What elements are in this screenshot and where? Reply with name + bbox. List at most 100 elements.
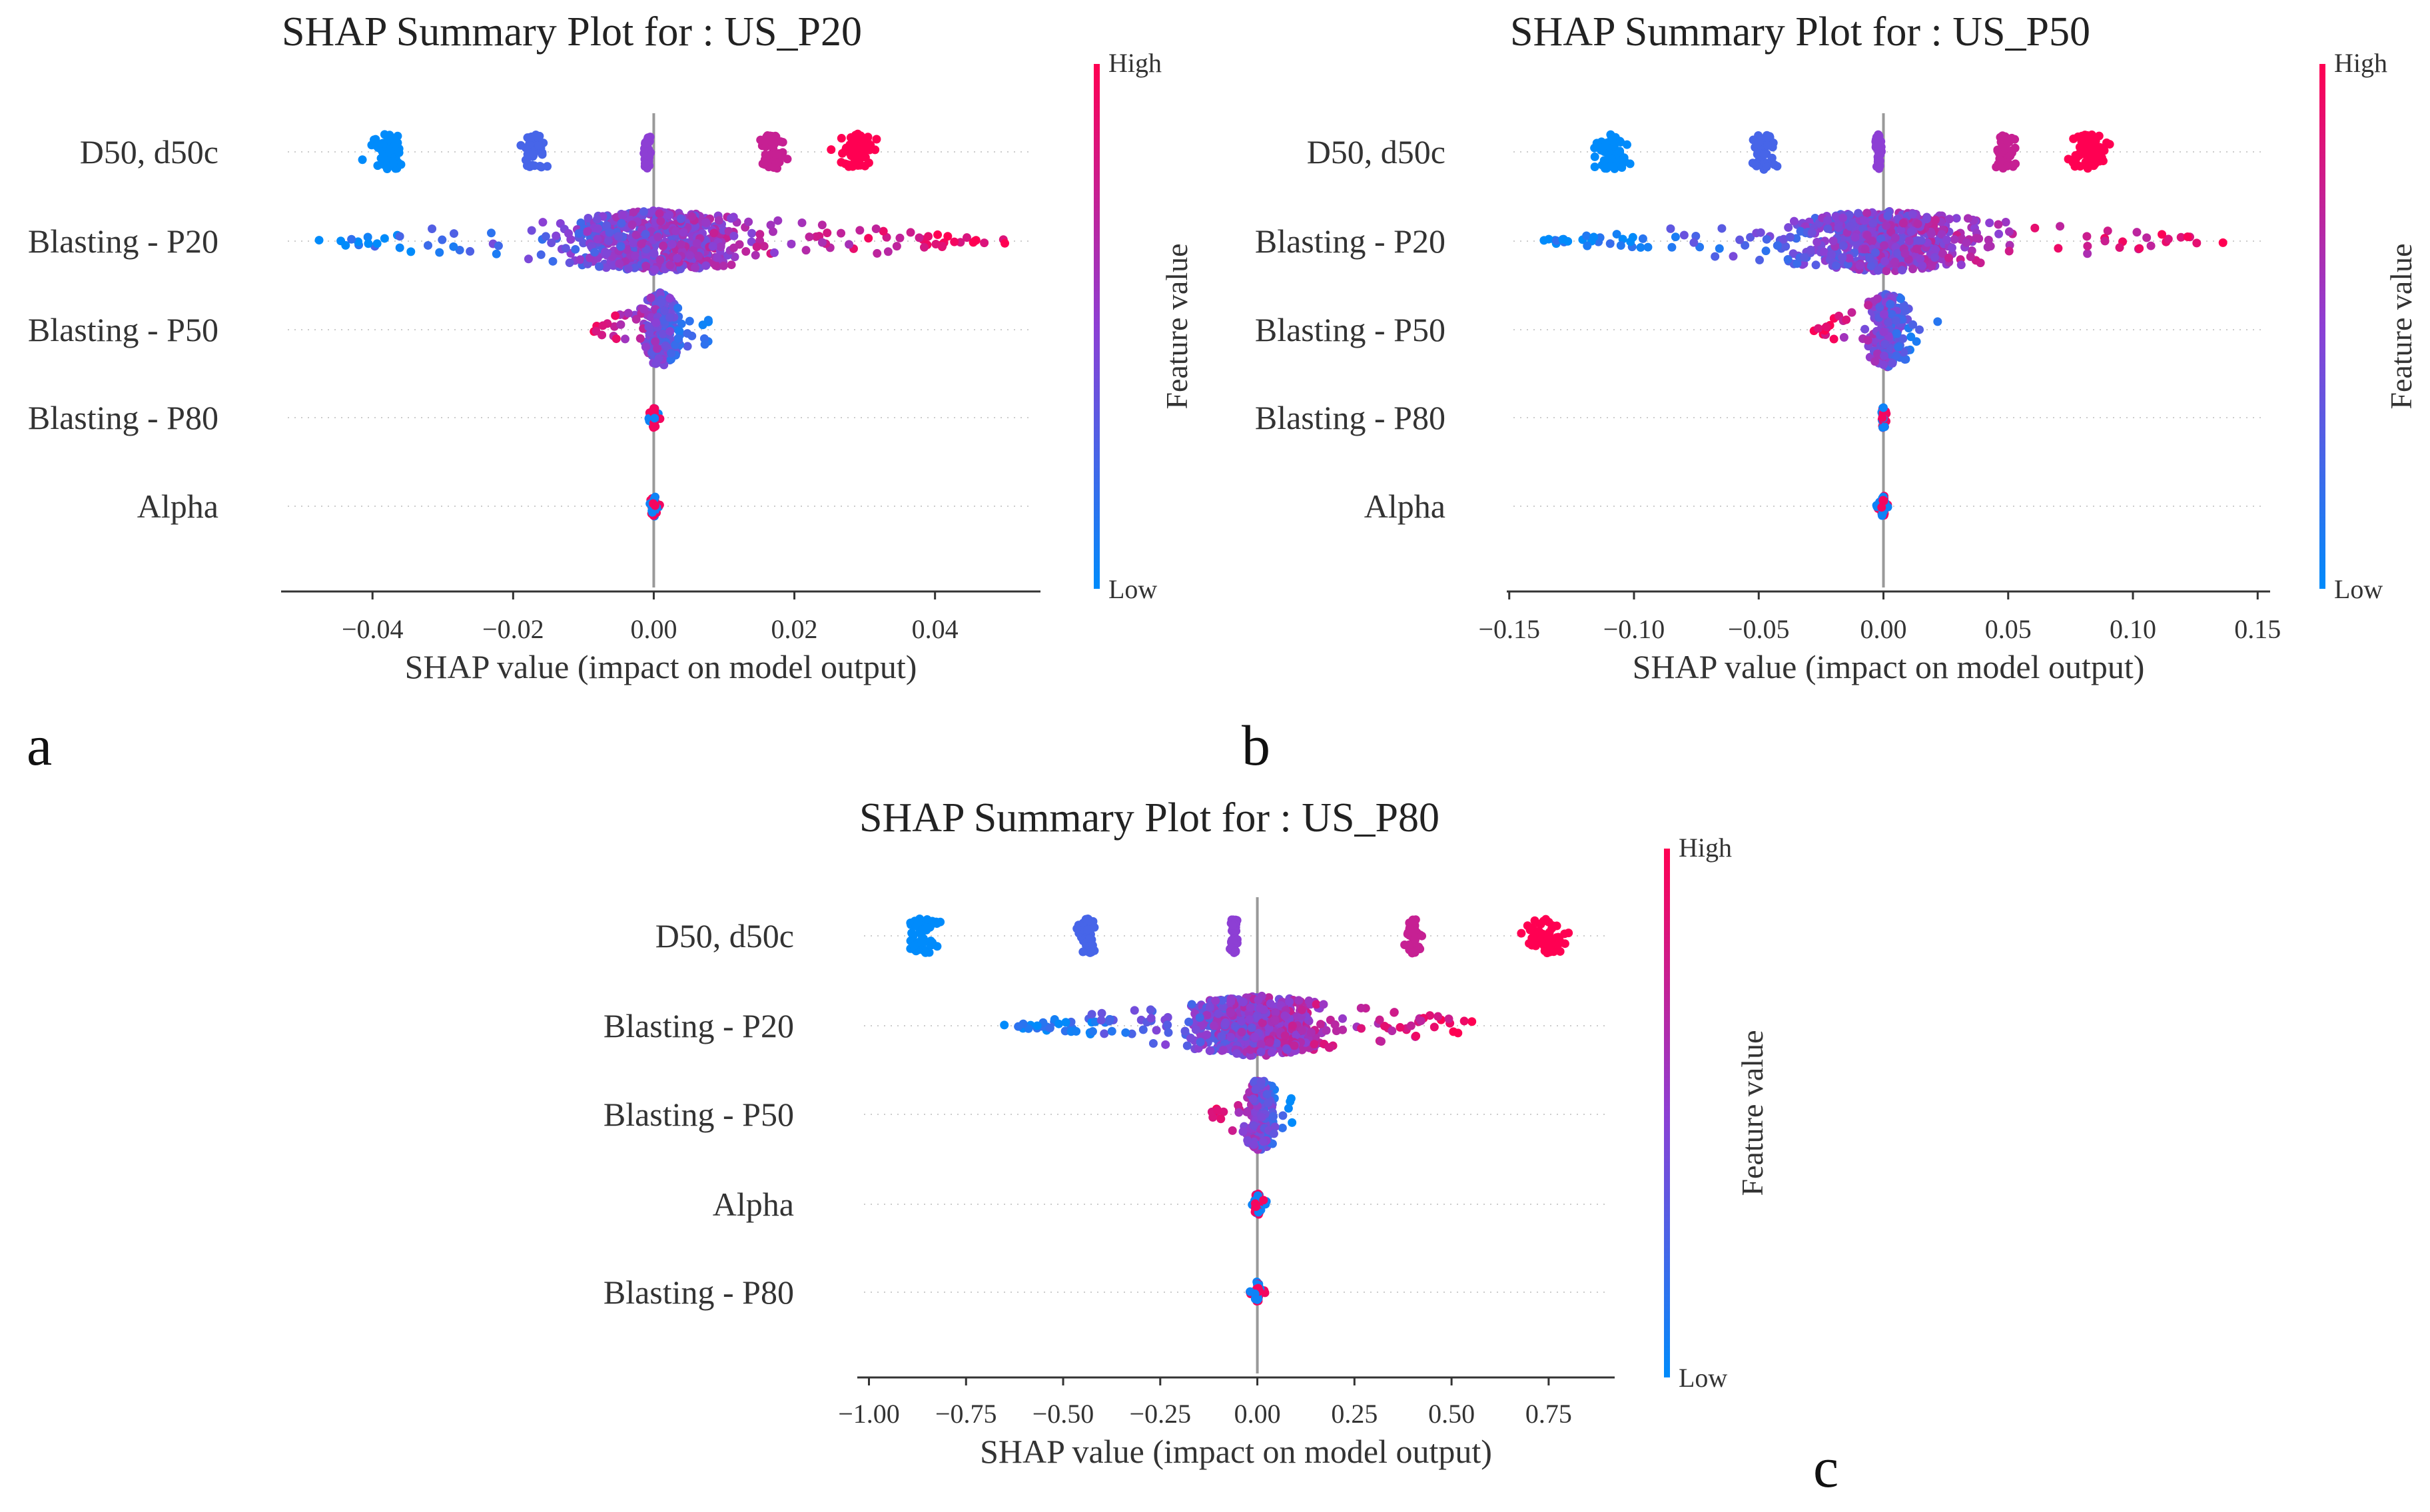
- shap-dot: [1406, 1021, 1416, 1030]
- shap-dot: [1449, 1027, 1458, 1036]
- shap-dot: [1259, 1137, 1268, 1146]
- shap-dot: [1536, 937, 1545, 946]
- feature-label: Blasting - P20: [604, 1007, 794, 1044]
- shap-dot: [1054, 1019, 1063, 1028]
- shap-dot: [538, 150, 547, 159]
- shap-dot: [1433, 1012, 1443, 1021]
- shap-dot: [1242, 1107, 1252, 1116]
- shap-dot: [1407, 919, 1416, 929]
- feature-label: Blasting - P80: [1255, 399, 1445, 436]
- shap-dot: [933, 230, 943, 239]
- shap-dot: [1796, 226, 1805, 236]
- shap-dot: [744, 217, 753, 226]
- shap-dot: [616, 242, 625, 251]
- shap-dot: [1211, 996, 1220, 1005]
- shap-dot: [1829, 334, 1838, 344]
- shap-dot: [1930, 215, 1940, 224]
- shap-dot: [1213, 1106, 1222, 1115]
- shap-dot: [1404, 941, 1414, 950]
- colorbar-high-label: High: [1108, 48, 1162, 78]
- shap-dot: [595, 262, 604, 271]
- shap-dot: [1963, 214, 1972, 223]
- shap-dot: [701, 261, 711, 270]
- shap-dot: [613, 232, 623, 241]
- shap-dot: [915, 233, 924, 242]
- shap-dot: [1896, 225, 1906, 234]
- shap-dot: [1246, 1003, 1255, 1012]
- shap-dot: [1306, 1028, 1316, 1037]
- shap-dot: [584, 213, 593, 222]
- shap-dot: [1607, 154, 1616, 163]
- shap-dot: [1890, 233, 1900, 242]
- shap-dot: [2135, 244, 2144, 253]
- shap-dot: [692, 238, 701, 248]
- shap-dot: [1985, 218, 1994, 228]
- shap-dot: [909, 941, 919, 950]
- shap-dot: [1324, 1043, 1334, 1052]
- shap-dot: [1755, 255, 1764, 264]
- shap-dot: [1880, 351, 1889, 360]
- shap-dot: [729, 231, 739, 240]
- colorbar: [2319, 64, 2325, 589]
- shap-dot: [1467, 1017, 1477, 1026]
- shap-dot: [768, 227, 777, 236]
- shap-dot: [373, 161, 382, 171]
- shap-dot: [1121, 1028, 1130, 1037]
- shap-dot: [1228, 936, 1238, 945]
- shap-dot: [1375, 1015, 1384, 1024]
- shap-dot: [1582, 231, 1591, 240]
- shap-dot: [1195, 1013, 1204, 1022]
- feature-label: D50, d50c: [1307, 133, 1445, 171]
- shap-dot: [649, 404, 658, 413]
- shap-dot: [667, 240, 677, 249]
- shap-dot: [1202, 1030, 1212, 1039]
- shap-dot: [755, 230, 765, 239]
- shap-dot: [763, 132, 773, 141]
- shap-dot: [1595, 233, 1605, 242]
- colorbar-high-label: High: [2334, 48, 2387, 78]
- shap-dot: [801, 246, 811, 255]
- shap-dot: [673, 254, 682, 263]
- shap-dot: [2002, 161, 2012, 171]
- shap-dot: [1541, 915, 1551, 924]
- shap-dot: [1078, 947, 1088, 956]
- shap-dot: [1231, 946, 1240, 956]
- x-tick-label: −0.05: [1728, 614, 1790, 644]
- shap-dot: [1290, 1041, 1299, 1050]
- shap-dot: [1553, 940, 1563, 949]
- shap-dot: [548, 256, 558, 266]
- shap-dot: [655, 209, 664, 218]
- shap-dot: [1269, 1129, 1278, 1138]
- shap-dot: [1245, 1015, 1254, 1024]
- shap-dot: [1282, 1045, 1292, 1054]
- shap-dot: [1844, 254, 1854, 263]
- shap-dot: [1376, 1036, 1386, 1046]
- shap-dot: [823, 228, 832, 238]
- x-tick-label: −0.02: [482, 614, 544, 644]
- shap-dot: [1667, 242, 1677, 252]
- shap-dot: [1785, 232, 1795, 242]
- shap-dot: [827, 145, 836, 155]
- colorbar-title: Feature value: [1735, 1030, 1769, 1196]
- shap-dot: [1184, 1017, 1194, 1026]
- shap-dot: [1072, 924, 1082, 933]
- shap-dot: [646, 293, 655, 302]
- shap-dot: [2030, 223, 2040, 232]
- shap-dot: [1784, 223, 1793, 232]
- shap-dot: [1689, 238, 1699, 247]
- shap-dot: [372, 239, 382, 248]
- shap-dot: [2081, 157, 2090, 167]
- shap-dot: [1061, 1018, 1070, 1027]
- shap-dot: [1278, 1123, 1287, 1132]
- shap-dot: [616, 320, 625, 329]
- shap-dot: [583, 226, 592, 236]
- shap-dot: [341, 240, 350, 250]
- shap-dot: [428, 224, 437, 234]
- x-axis-label: SHAP value (impact on model output): [1633, 648, 2145, 685]
- shap-dot: [1746, 232, 1755, 242]
- shap-dot: [660, 306, 669, 316]
- shap-dot: [2105, 140, 2114, 149]
- shap-dot: [1228, 921, 1238, 930]
- shap-dot: [1250, 1032, 1259, 1042]
- shap-dot: [2001, 218, 2010, 227]
